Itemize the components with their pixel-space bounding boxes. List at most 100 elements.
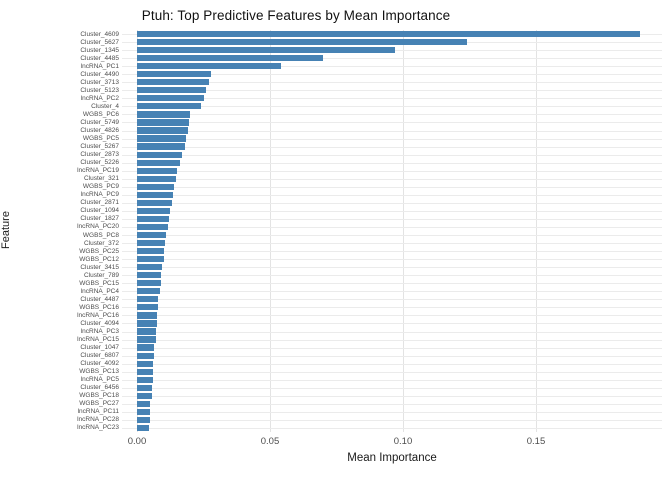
bar-WGBS_PC16	[137, 304, 159, 311]
y-gridline	[122, 138, 662, 140]
y-tick-label: lncRNA_PC11	[77, 408, 119, 416]
y-gridline	[122, 146, 662, 148]
y-gridline	[122, 218, 662, 220]
y-tick-label: lncRNA_PC20	[77, 223, 119, 231]
bar-Cluster_4487	[137, 296, 159, 303]
bar-Cluster_321	[137, 175, 176, 182]
y-gridline	[122, 363, 662, 365]
y-gridline	[122, 307, 662, 309]
bar-Cluster_6807	[137, 352, 155, 359]
bar-Cluster_4092	[137, 360, 153, 367]
y-gridline	[122, 419, 662, 421]
y-gridline	[122, 275, 662, 277]
y-tick-label: Cluster_6456	[80, 384, 119, 392]
x-tick-label: 0.00	[127, 436, 147, 447]
y-tick-label: Cluster_4490	[80, 70, 119, 78]
y-tick-label: lncRNA_PC4	[80, 287, 119, 295]
y-gridline	[122, 106, 662, 108]
bar-WGBS_PC15	[137, 280, 161, 287]
y-tick-label: Cluster_372	[83, 239, 119, 247]
y-gridline	[122, 235, 662, 237]
y-tick-label: Cluster_1047	[80, 344, 119, 352]
y-tick-label: Cluster_4	[91, 102, 119, 110]
bar-lncRNA_PC3	[137, 328, 156, 335]
bar-lncRNA_PC20	[137, 223, 168, 231]
y-tick-label: Cluster_5123	[80, 86, 119, 94]
bar-WGBS_PC12	[137, 256, 164, 263]
y-axis-labels: Cluster_4609 Cluster_5627 Cluster_1345 Clus…	[0, 30, 119, 432]
bar-Cluster_5267	[137, 143, 185, 150]
y-tick-label: WGBS_PC5	[82, 135, 119, 143]
bar-WGBS_PC9	[137, 183, 175, 190]
bar-Cluster_3713	[137, 79, 209, 86]
y-gridline	[122, 315, 662, 317]
y-gridline	[122, 58, 662, 60]
y-tick-label: Cluster_5267	[80, 143, 119, 151]
y-gridline	[122, 347, 662, 349]
y-gridline	[122, 323, 662, 325]
y-tick-label: Cluster_3713	[80, 78, 119, 86]
y-tick-label: lncRNA_PC28	[77, 416, 119, 424]
bar-lncRNA_PC19	[137, 167, 177, 174]
bar-Cluster_4609	[137, 30, 640, 38]
bar-WGBS_PC25	[137, 247, 164, 255]
y-tick-label: Cluster_1094	[80, 207, 119, 215]
y-gridline	[122, 291, 662, 293]
bar-lncRNA_PC1	[137, 63, 281, 70]
bar-lncRNA_PC9	[137, 191, 173, 198]
y-tick-label: Cluster_321	[83, 175, 119, 183]
x-axis-title: Mean Importance	[347, 452, 437, 464]
y-gridline	[122, 114, 662, 116]
bar-Cluster_5226	[137, 159, 180, 166]
y-tick-label: WGBS_PC27	[79, 400, 119, 408]
y-tick-label: WGBS_PC18	[79, 392, 119, 400]
y-tick-label: WGBS_PC9	[82, 183, 119, 191]
bar-WGBS_PC13	[137, 368, 153, 375]
bar-lncRNA_PC15	[137, 336, 156, 343]
y-tick-label: lncRNA_PC1	[80, 62, 119, 70]
x-tick-label: 0.10	[393, 436, 413, 447]
y-tick-label: WGBS_PC16	[79, 303, 119, 311]
bar-Cluster_5123	[137, 87, 207, 94]
y-tick-label: Cluster_6807	[80, 352, 119, 360]
y-gridline	[122, 243, 662, 245]
bar-Cluster_1094	[137, 207, 171, 214]
bar-Cluster_6456	[137, 384, 152, 391]
y-tick-label: lncRNA_PC5	[80, 376, 119, 384]
x-tick-label: 0.05	[260, 436, 280, 447]
y-tick-label: WGBS_PC12	[79, 255, 119, 263]
y-gridline	[122, 130, 662, 132]
bar-Cluster_3415	[137, 264, 163, 271]
y-tick-label: Cluster_789	[83, 271, 119, 279]
bar-Cluster_1827	[137, 215, 169, 223]
y-gridline	[122, 202, 662, 204]
y-gridline	[122, 403, 662, 405]
y-gridline	[122, 210, 662, 212]
y-tick-label: lncRNA_PC19	[77, 167, 119, 175]
bar-WGBS_PC18	[137, 392, 152, 399]
y-tick-label: lncRNA_PC16	[77, 311, 119, 319]
bar-WGBS_PC6	[137, 111, 191, 118]
bar-lncRNA_PC2	[137, 95, 204, 102]
y-gridline	[122, 170, 662, 172]
y-gridline	[122, 379, 662, 381]
y-gridline	[122, 339, 662, 341]
y-gridline	[122, 66, 662, 68]
y-gridline	[122, 371, 662, 373]
y-gridline	[122, 427, 662, 429]
bar-Cluster_1047	[137, 344, 155, 351]
y-tick-label: WGBS_PC13	[79, 368, 119, 376]
y-tick-label: Cluster_1345	[80, 46, 119, 54]
y-tick-label: WGBS_PC8	[82, 231, 119, 239]
y-gridline	[122, 387, 662, 389]
bar-Cluster_4490	[137, 71, 212, 78]
y-tick-label: Cluster_2873	[80, 151, 119, 159]
y-tick-label: WGBS_PC15	[79, 279, 119, 287]
bar-WGBS_PC8	[137, 231, 167, 239]
x-gridline	[403, 30, 404, 432]
bar-lncRNA_PC28	[137, 416, 151, 424]
y-tick-label: Cluster_5226	[80, 159, 119, 167]
y-gridline	[122, 90, 662, 92]
bar-Cluster_2873	[137, 151, 183, 158]
